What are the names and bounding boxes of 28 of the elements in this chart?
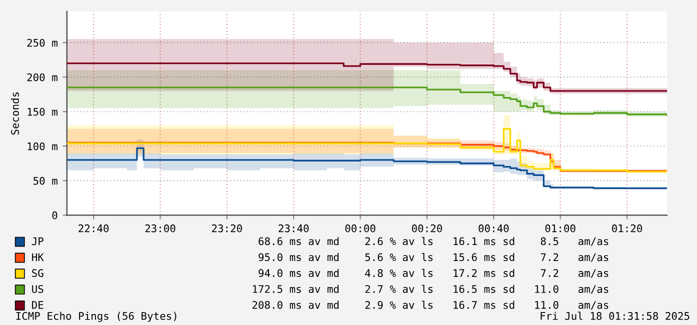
x-tick-label: 00:20 [412, 224, 442, 232]
x-tick-label: 23:00 [145, 224, 176, 232]
legend-label: US [32, 285, 44, 293]
x-tick-label: 00:00 [345, 224, 376, 232]
legend-label: DE [32, 301, 44, 309]
legend-label: HK [32, 253, 44, 261]
x-tick-label: 22:40 [78, 224, 109, 232]
text: Fri Jul 18 01:31:58 2025 [540, 312, 690, 320]
y-tick-label: 250 m [27, 38, 58, 47]
legend-label: SG [32, 269, 44, 278]
y-tick-label: 50 m [34, 176, 58, 185]
text: 94.0 ms av md 4.8 % av ls 17.2 ms sd 7.2 am/as [258, 268, 608, 278]
text: 68.6 ms av md 2.6 % av ls 16.1 ms sd 8.5 am/as [258, 237, 608, 246]
text: 208.0 ms av md 2.9 % av ls 16.7 ms sd 11.0 am/as [252, 300, 608, 310]
text: 95.0 ms av md 5.6 % av ls 15.6 ms sd 7.2 am/as [258, 252, 608, 262]
y-tick-label: 100 m [28, 142, 58, 150]
y-axis-title: Seconds [10, 92, 19, 135]
x-tick-label: 23:20 [212, 224, 242, 232]
y-tick-label: 200 m [27, 73, 58, 82]
x-tick-label: 01:20 [612, 224, 642, 232]
legend-label: JP [32, 237, 44, 246]
text: ICMP Echo Pings (56 Bytes) [16, 312, 176, 322]
y-tick-label: 150 m [28, 108, 58, 116]
y-tick-label: 0 [52, 211, 58, 220]
text: 172.5 ms av md 2.7 % av ls 16.5 ms sd 11.0 am/as [252, 284, 608, 294]
x-tick-label: 01:00 [545, 224, 576, 232]
x-tick-label: 23:40 [278, 224, 309, 232]
x-tick-label: 00:40 [478, 224, 509, 232]
